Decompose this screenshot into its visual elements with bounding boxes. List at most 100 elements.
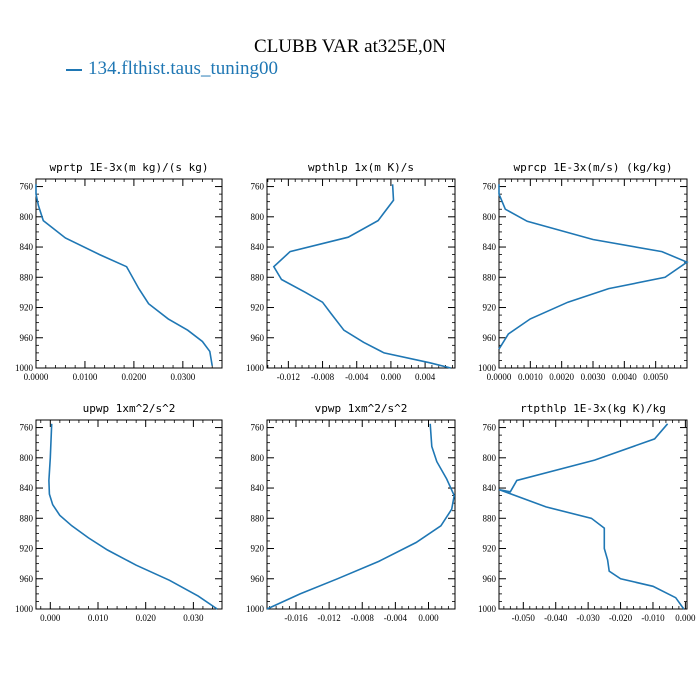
plot-frame [266,178,456,369]
panel-4: upwp 1xm^2/s^2 760 800 840 880 920 960 1000 0.00… [15,402,223,623]
y-tick-label: 760 [20,182,34,192]
y-tick-label: 1000 [246,363,265,373]
panel-title: upwp 1xm^2/s^2 [83,402,176,415]
page-title: CLUBB VAR at325E,0N [254,36,446,57]
y-tick-label: 1000 [15,604,34,614]
series-line [498,423,685,610]
x-tick-label: -0.050 [512,613,536,623]
y-tick-label: 800 [20,212,34,222]
y-tick-label: 920 [251,303,265,313]
y-tick-label: 960 [251,333,265,343]
panel-title: wprcp 1E-3x(m/s) (kg/kg) [514,161,673,174]
x-tick-label: -0.040 [544,613,568,623]
y-tick-label: 800 [251,453,265,463]
x-tick-label: -0.008 [351,613,375,623]
x-tick-label: -0.030 [577,613,601,623]
plot-frame [35,419,223,610]
y-tick-label: 760 [483,423,497,433]
y-tick-label: 1000 [15,363,34,373]
y-tick-label: 880 [251,272,265,282]
y-tick-label: 840 [483,483,497,493]
panel-3: wprcp 1E-3x(m/s) (kg/kg) 760 800 840 880 920 9… [478,161,689,382]
y-tick-label: 1000 [478,604,497,614]
x-tick-label: -0.004 [384,613,408,623]
x-tick-label: -0.004 [345,372,369,382]
y-tick-label: 960 [483,574,497,584]
x-tick-label: 0.000 [675,613,696,623]
x-tick-label: 0.0200 [122,372,147,382]
y-tick-label: 880 [251,513,265,523]
panel-title: wprtp 1E-3x(m kg)/(s kg) [50,161,209,174]
x-tick-label: 0.0000 [24,372,49,382]
plot-frame [498,178,688,369]
panel-title: rtpthlp 1E-3x(kg K)/kg [520,402,666,415]
y-tick-label: 1000 [246,604,265,614]
y-tick-label: 920 [251,544,265,554]
x-tick-label: 0.0020 [549,372,574,382]
x-tick-label: 0.0030 [581,372,606,382]
y-tick-label: 880 [483,513,497,523]
y-tick-label: 800 [20,453,34,463]
y-tick-label: 880 [20,272,34,282]
legend-swatch [66,68,82,71]
x-tick-label: 0.0300 [170,372,195,382]
x-tick-label: 0.010 [88,613,109,623]
x-tick-label: -0.012 [317,613,340,623]
y-tick-label: 920 [483,303,497,313]
panel-2: wpthlp 1x(m K)/s 760 800 840 880 920 960 1000 -0… [246,161,456,382]
x-tick-label: -0.020 [609,613,633,623]
y-tick-label: 960 [20,333,34,343]
x-tick-label: 0.0000 [487,372,512,382]
y-tick-label: 840 [483,242,497,252]
x-tick-label: 0.020 [136,613,157,623]
series-line [48,423,218,610]
x-tick-label: -0.016 [284,613,308,623]
y-tick-label: 800 [251,212,265,222]
x-tick-label: 0.0040 [612,372,637,382]
legend-label: 134.flthist.taus_tuning00 [88,58,278,79]
y-tick-label: 840 [251,483,265,493]
y-tick-label: 760 [251,182,265,192]
y-tick-label: 840 [20,483,34,493]
panel-6: rtpthlp 1E-3x(kg K)/kg 760 800 840 880 920 960… [478,402,696,623]
y-tick-label: 920 [483,544,497,554]
y-tick-label: 760 [20,423,34,433]
x-tick-label: 0.030 [183,613,204,623]
x-tick-label: 0.0100 [73,372,98,382]
y-tick-label: 840 [20,242,34,252]
y-tick-label: 960 [20,574,34,584]
series-line [35,184,213,366]
y-tick-label: 760 [251,423,265,433]
x-tick-label: 0.004 [415,372,436,382]
x-tick-label: 0.000 [381,372,402,382]
y-tick-label: 1000 [478,363,497,373]
y-tick-label: 760 [483,182,497,192]
panel-1: wprtp 1E-3x(m kg)/(s kg) 760 800 840 880 920 9… [15,161,223,382]
x-tick-label: 0.000 [418,613,439,623]
y-tick-label: 920 [20,303,34,313]
y-tick-label: 840 [251,242,265,252]
y-tick-label: 880 [483,272,497,282]
x-tick-label: 0.0050 [643,372,668,382]
x-tick-label: 0.000 [40,613,61,623]
y-tick-label: 800 [483,212,497,222]
plot-frame [498,419,688,610]
y-tick-label: 920 [20,544,34,554]
panel-title: vpwp 1xm^2/s^2 [315,402,408,415]
panel-5: vpwp 1xm^2/s^2 760 800 840 880 920 960 1000 -0.0… [246,402,456,623]
panel-title: wpthlp 1x(m K)/s [308,161,414,174]
y-tick-label: 960 [251,574,265,584]
x-tick-label: -0.008 [311,372,335,382]
legend: 134.flthist.taus_tuning00 [66,58,278,80]
plot-frame [35,178,223,369]
series-line [266,423,456,610]
y-tick-label: 800 [483,453,497,463]
x-tick-label: -0.010 [641,613,665,623]
y-tick-label: 960 [483,333,497,343]
y-tick-label: 880 [20,513,34,523]
x-tick-label: 0.0010 [518,372,543,382]
series-line [272,184,451,369]
series-line [498,184,689,350]
plot-frame [266,419,456,610]
